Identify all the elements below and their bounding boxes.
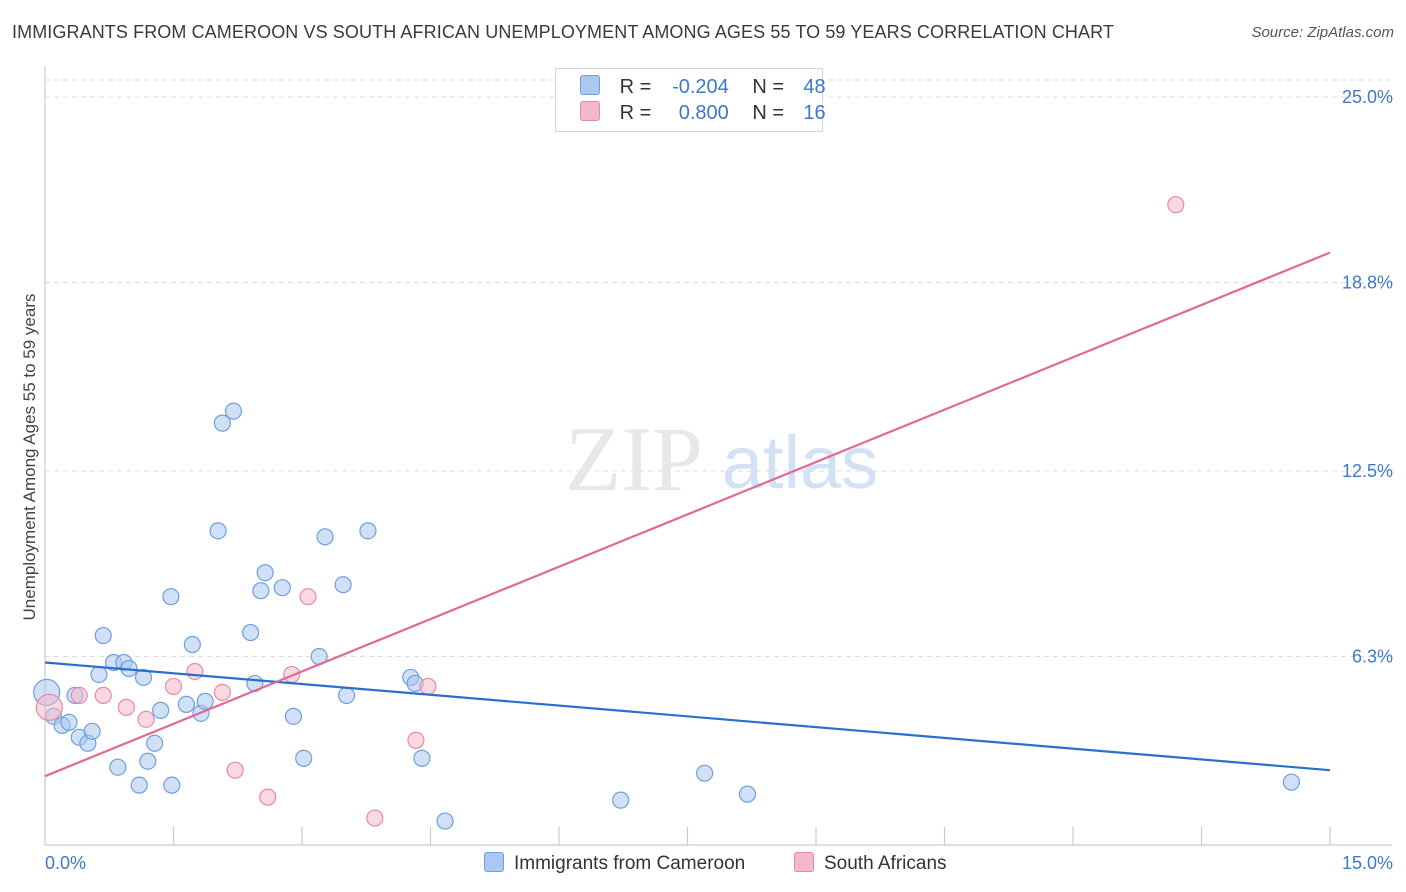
data-point-cameroon [738, 785, 757, 803]
data-point-cameroon [209, 522, 227, 540]
series-swatch-south-african [794, 852, 814, 872]
gridlines [45, 79, 1392, 658]
data-point-cameroon [183, 635, 201, 654]
data-point-cameroon [334, 576, 352, 594]
trend-lines [44, 251, 1331, 778]
watermark-zip: ZIP [565, 408, 703, 510]
data-point-cameroon [162, 588, 180, 606]
data-point-cameroon [436, 812, 454, 830]
correlation-legend: R = -0.204 N = 48 R = 0.800 N = 16 [555, 68, 826, 132]
legend-n-value: 48 [803, 76, 826, 98]
data-point-cameroon [213, 414, 231, 432]
data-point-cameroon [256, 564, 274, 582]
data-point-south-african [419, 677, 437, 696]
data-point-cameroon [109, 758, 127, 776]
data-point-cameroon [163, 776, 181, 794]
data-points [33, 196, 1301, 830]
data-point-cameroon [1282, 773, 1301, 791]
legend-swatch-south-african [580, 101, 600, 121]
data-point-cameroon [252, 582, 270, 600]
source-label: Source: ZipAtlas.com [1251, 24, 1394, 41]
data-point-south-african [226, 761, 244, 779]
watermark: ZIP atlas [565, 408, 878, 510]
data-point-cameroon [284, 707, 303, 725]
legend-n-label: N = [752, 102, 785, 124]
data-point-cameroon [413, 749, 431, 767]
data-point-cameroon [196, 692, 214, 710]
data-point-south-african [299, 588, 317, 606]
legend-row-cameroon: R = -0.204 N = 48 [580, 75, 826, 101]
data-point-cameroon [224, 402, 243, 420]
x-tick-label: 0.0% [45, 853, 86, 873]
data-point-south-african [70, 686, 88, 705]
data-point-south-african [117, 698, 135, 716]
data-point-south-african [407, 731, 425, 749]
series-label-cameroon: Immigrants from Cameroon [514, 853, 746, 874]
data-point-cameroon [60, 713, 78, 731]
data-point-south-african [186, 662, 204, 681]
data-point-cameroon [146, 734, 164, 752]
data-point-cameroon [152, 701, 170, 719]
series-swatch-cameroon [484, 852, 504, 872]
data-point-cameroon [242, 623, 260, 642]
data-point-cameroon [139, 752, 157, 770]
legend-r-label: R = [619, 76, 652, 98]
data-point-cameroon [295, 749, 313, 767]
data-point-south-african [366, 809, 384, 827]
data-point-south-african [1167, 196, 1185, 214]
data-point-cameroon [316, 528, 334, 546]
axes [44, 66, 1392, 846]
trend-line-cameroon [44, 661, 1331, 772]
data-point-cameroon [273, 579, 291, 597]
legend-n-value: 16 [803, 102, 826, 124]
legend-r-value: 0.800 [678, 102, 729, 124]
y-tick-label: 6.3% [1352, 647, 1393, 667]
data-point-cameroon [696, 764, 714, 782]
data-point-south-african [164, 677, 183, 696]
data-point-south-african [259, 788, 277, 806]
y-tick-label: 12.5% [1342, 461, 1393, 481]
legend-n-label: N = [752, 76, 785, 98]
data-point-cameroon [94, 626, 112, 645]
series-legend-south-african: South Africans [794, 852, 947, 875]
legend-r-value: -0.204 [672, 76, 729, 98]
series-label-south-african: South Africans [824, 853, 947, 874]
y-tick-label: 25.0% [1342, 87, 1393, 107]
y-tick-label: 18.8% [1342, 273, 1393, 293]
data-point-cameroon [359, 522, 377, 540]
data-point-cameroon [90, 665, 108, 684]
data-point-south-african [213, 683, 231, 702]
chart-title: IMMIGRANTS FROM CAMEROON VS SOUTH AFRICA… [12, 22, 1114, 42]
data-point-cameroon [337, 686, 356, 705]
data-point-south-african [94, 686, 112, 705]
data-point-south-african [137, 710, 155, 728]
legend-swatch-cameroon [580, 75, 600, 95]
data-point-cameroon [130, 776, 148, 794]
data-point-cameroon [134, 668, 153, 687]
tick-labels: 6.3% 12.5% 18.8% 25.0% 0.0% 15.0% [45, 87, 1393, 873]
trend-line-south-african [44, 251, 1331, 778]
legend-r-label: R = [619, 102, 652, 124]
data-point-cameroon [177, 695, 195, 713]
data-point-cameroon [612, 791, 630, 809]
x-tick-label: 15.0% [1342, 853, 1393, 873]
data-point-south-african [35, 693, 63, 721]
series-legend-cameroon: Immigrants from Cameroon [484, 852, 745, 875]
legend-row-south-african: R = 0.800 N = 16 [580, 101, 826, 127]
series-legend: Immigrants from Cameroon South Africans [0, 852, 1406, 878]
data-point-cameroon [83, 722, 101, 740]
